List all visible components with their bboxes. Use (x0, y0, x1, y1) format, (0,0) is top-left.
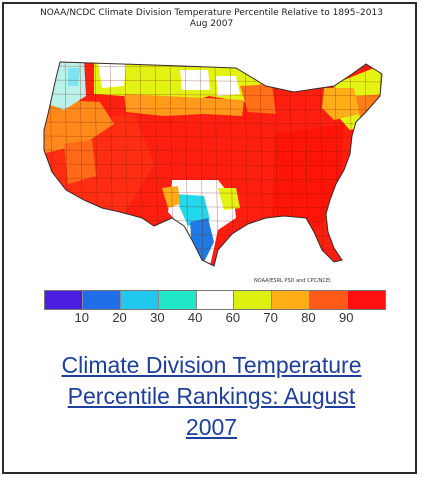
legend-swatch-2 (82, 291, 121, 309)
card-frame: NOAA/NCDC Climate Division Temperature P… (2, 2, 417, 474)
legend-label-40: 40 (187, 310, 203, 325)
region-minnesota-white (216, 76, 240, 96)
map-title: NOAA/NCDC Climate Division Temperature P… (4, 8, 419, 30)
region-montana-white (98, 62, 126, 88)
division-line-h (44, 191, 382, 195)
map-title-line1: NOAA/NCDC Climate Division Temperature P… (40, 8, 383, 18)
legend-label-30: 30 (150, 310, 165, 325)
division-line-v (199, 62, 204, 266)
color-scale-labels: 10 20 30 40 60 70 80 90 (44, 310, 384, 326)
region-midwest-orange (240, 84, 276, 114)
map-credit: NOAA/ESRL PSD and CPC/NCEI (254, 278, 331, 284)
map-title-line2: Aug 2007 (189, 19, 234, 29)
legend-swatch-1 (45, 291, 83, 309)
region-plains-orange (124, 94, 244, 116)
region-westtexas-orange (162, 186, 180, 208)
legend-label-70: 70 (263, 310, 278, 325)
legend-swatch-9 (348, 291, 386, 309)
us-climate-division-map[interactable] (4, 4, 419, 294)
legend-swatch-6 (234, 291, 273, 309)
legend-label-20: 20 (112, 310, 127, 325)
link-line1: Climate Division Temperature (61, 352, 362, 378)
division-line-h (44, 149, 382, 153)
division-line-v (319, 62, 324, 266)
division-line-h (44, 163, 382, 167)
link-line3: 2007 (185, 414, 238, 440)
division-line-h (44, 107, 382, 111)
color-scale-bar (44, 290, 386, 310)
legend-swatch-7 (272, 291, 311, 309)
page-caption: Climate Division Temperature Percentile … (4, 350, 419, 443)
legend-swatch-5 (196, 291, 235, 309)
legend-swatch-4 (158, 291, 197, 309)
legend-label-90: 90 (338, 310, 354, 325)
division-line-h (44, 135, 382, 139)
region-southeast-red (272, 124, 344, 232)
division-line-h (44, 121, 382, 125)
climate-division-link[interactable]: Climate Division Temperature Percentile … (62, 352, 362, 440)
legend-swatch-8 (310, 291, 349, 309)
region-texas-yellow (218, 188, 240, 210)
legend-swatch-3 (120, 291, 159, 309)
us-outline (43, 61, 383, 267)
legend-label-80: 80 (301, 310, 316, 325)
region-texas-cyan (176, 194, 210, 226)
legend-label-60: 60 (225, 310, 241, 325)
division-line-h (44, 177, 382, 181)
region-california-orange (64, 140, 96, 184)
division-line-h (44, 93, 382, 97)
region-newengland-orange (356, 94, 382, 118)
division-line-v (214, 62, 219, 266)
legend-label-10: 10 (74, 310, 89, 325)
link-line2: Percentile Rankings: August (67, 383, 356, 409)
region-pnw-blue (68, 68, 80, 86)
region-dakota-white (180, 70, 210, 90)
